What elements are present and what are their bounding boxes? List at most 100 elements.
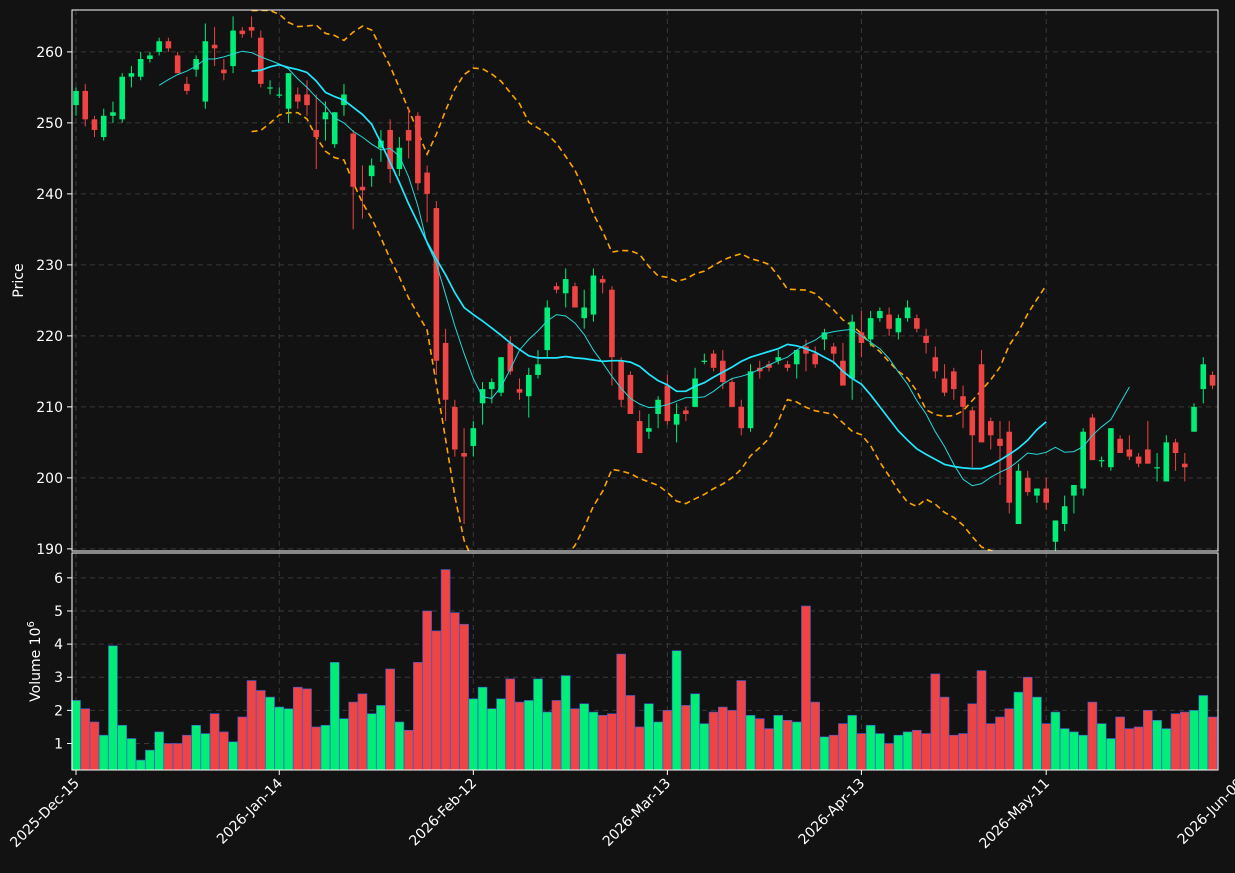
volume-bar — [117, 724, 127, 771]
volume-bar — [135, 759, 146, 771]
volume-bar — [597, 715, 608, 771]
volume-bar — [764, 728, 774, 771]
candle-body — [1209, 374, 1216, 386]
candle-body — [1043, 488, 1049, 503]
candle-body — [553, 286, 560, 290]
candlestick-series — [73, 16, 1216, 551]
candle-body — [1024, 477, 1031, 493]
volume-bar — [838, 723, 848, 771]
volume-bar — [699, 723, 710, 771]
volume-bar — [311, 726, 322, 771]
volume-bar — [560, 675, 571, 771]
candle-body — [710, 353, 717, 368]
candle-body — [803, 346, 809, 354]
volume-bar — [662, 710, 673, 771]
volume-tick-label: 5 — [54, 604, 63, 620]
volume-bar — [884, 743, 894, 771]
volume-bar — [644, 703, 654, 771]
candle-body — [470, 428, 477, 446]
volume-bar — [958, 733, 968, 771]
volume-bar — [1124, 728, 1135, 771]
volume-axis-label-base: 10 — [28, 628, 44, 650]
candle-body — [775, 357, 782, 361]
volume-bar — [477, 686, 488, 771]
candle-body — [461, 453, 467, 457]
volume-tick-label: 6 — [54, 571, 63, 587]
volume-bar — [89, 721, 100, 771]
candle-body — [184, 83, 190, 91]
volume-bar — [320, 724, 331, 771]
candle-body — [110, 112, 116, 116]
volume-bar — [588, 711, 599, 771]
candle-body — [82, 90, 89, 120]
candle-body — [867, 318, 874, 340]
candle-body — [1052, 520, 1059, 542]
volume-bar — [1059, 728, 1070, 771]
volume-bar — [246, 680, 257, 771]
volume-bar — [948, 734, 959, 771]
candle-body — [997, 438, 1003, 446]
candle-body — [544, 307, 551, 351]
volume-bar — [108, 645, 118, 771]
candle-body — [91, 119, 98, 130]
candle-body — [128, 73, 135, 77]
candle-body — [387, 129, 393, 170]
candle-body — [276, 94, 283, 96]
volume-bar — [801, 605, 811, 771]
candle-body — [581, 307, 587, 319]
volume-bar — [865, 724, 876, 771]
candle-body — [294, 94, 301, 102]
candle-body — [683, 410, 689, 414]
volume-bar — [292, 686, 303, 771]
candle-body — [1108, 428, 1114, 468]
volume-bar — [237, 716, 248, 771]
candle-body — [498, 357, 504, 393]
volume-bar — [1032, 696, 1042, 771]
volume-bar — [523, 700, 534, 771]
candle-body — [618, 360, 624, 400]
volume-bar — [634, 726, 645, 771]
candle-body — [1126, 449, 1133, 457]
volume-bar — [357, 693, 368, 771]
volume-bar — [736, 680, 747, 771]
volume-bar — [366, 713, 377, 771]
candle-body — [359, 186, 366, 191]
candle-body — [932, 357, 939, 372]
volume-bar — [1013, 691, 1024, 771]
volume-bar — [773, 715, 784, 771]
candle-body — [572, 286, 578, 308]
candle-body — [1061, 506, 1068, 525]
candle-body — [793, 350, 800, 365]
candle-body — [951, 371, 957, 390]
volume-axis-label-text: Volume — [28, 650, 44, 702]
volume-bar — [200, 733, 211, 771]
candle-body — [636, 421, 643, 454]
candle-body — [424, 172, 430, 194]
volume-bar — [228, 741, 238, 771]
candle-body — [1191, 406, 1197, 432]
volume-bar — [1069, 731, 1079, 771]
candle-body — [322, 112, 329, 120]
volume-bar — [422, 610, 432, 771]
volume-bar — [782, 720, 793, 771]
volume-bar — [985, 723, 996, 771]
candle-body — [535, 364, 541, 375]
candle-body — [895, 318, 902, 333]
volume-bar — [486, 708, 497, 771]
volume-bar — [71, 700, 81, 771]
volume-bar — [551, 700, 562, 771]
volume-bar — [875, 733, 885, 771]
candle-body — [174, 55, 181, 74]
volume-axis-label: Volume 106 — [26, 621, 44, 702]
volume-bar — [791, 721, 802, 771]
volume-bar — [625, 695, 636, 771]
volume-bar — [533, 678, 543, 771]
volume-bar — [616, 653, 626, 771]
candle-body — [849, 321, 855, 379]
volume-bar — [1096, 723, 1107, 771]
volume-bar — [745, 715, 756, 771]
candle-body — [507, 342, 514, 372]
volume-bar — [607, 713, 617, 771]
volume-bar — [1022, 676, 1033, 771]
volume-bar — [1115, 716, 1125, 771]
